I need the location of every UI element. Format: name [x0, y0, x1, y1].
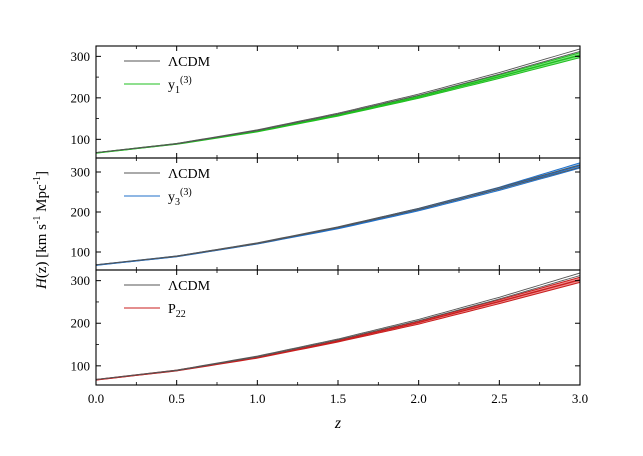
plot-area	[96, 162, 580, 266]
legend-label-lcdm: ΛCDM	[168, 279, 211, 294]
y-axis-label-sup1: -1	[32, 216, 43, 224]
legend-label-lcdm: ΛCDM	[168, 55, 211, 70]
x-tick-label: 1.5	[330, 391, 346, 406]
legend-label-model: y3(3)	[168, 187, 192, 208]
x-tick-label: 1.0	[249, 391, 265, 406]
legend-label-model: P22	[168, 302, 186, 320]
x-tick-label: 3.0	[572, 391, 588, 406]
model-band-lower-edge	[96, 167, 580, 266]
y-tick-label: 100	[71, 132, 91, 147]
panel-2: 100 200 300 ΛCDM y3(3)	[71, 157, 581, 271]
legend-label-model: y1(3)	[168, 75, 192, 96]
x-tick-label: 0.5	[169, 391, 185, 406]
legend: ΛCDM y1(3)	[124, 55, 211, 96]
x-axis-label: z	[334, 415, 342, 432]
plot-area	[96, 48, 580, 154]
panel-3: 100 200 300 0.0 0.5 1.0 1.5 2.0 2.5 3.0 ΛCDM P22	[71, 269, 588, 406]
lcdm-upper-line	[96, 164, 580, 266]
y-axis-label-end: ]	[34, 171, 50, 176]
y-axis-label-h: H	[34, 277, 50, 290]
y-tick-label: 200	[71, 205, 91, 220]
y-tick-label: 200	[71, 90, 91, 105]
plot-area	[96, 272, 580, 381]
legend: ΛCDM y3(3)	[124, 167, 211, 208]
y-tick-label: 100	[71, 358, 91, 373]
legend: ΛCDM P22	[124, 279, 211, 320]
x-tick-label: 0.0	[88, 391, 104, 406]
x-tick-label: 2.0	[411, 391, 427, 406]
legend-label-lcdm: ΛCDM	[168, 167, 211, 182]
panel-1: 100 200 300 ΛCDM y1(3)	[71, 45, 581, 159]
lcdm-upper-line	[96, 272, 580, 380]
y-axis-label-sup2: -1	[32, 176, 43, 184]
y-tick-label: 200	[71, 316, 91, 331]
y-tick-label: 300	[71, 165, 91, 180]
x-tick-label: 2.5	[491, 391, 507, 406]
y-axis-label-arg: (z) [km s	[34, 224, 50, 278]
lcdm-upper-line	[96, 48, 580, 154]
y-axis-label: H(z) [km s-1 Mpc-1]	[32, 171, 50, 290]
y-axis-label-mid: Mpc	[34, 184, 50, 216]
y-tick-label: 100	[71, 245, 91, 260]
y-tick-label: 300	[71, 49, 91, 64]
y-tick-label: 300	[71, 273, 91, 288]
